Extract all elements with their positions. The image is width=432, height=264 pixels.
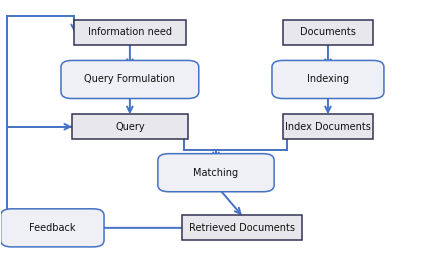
FancyBboxPatch shape	[283, 20, 373, 45]
Text: Information need: Information need	[88, 27, 172, 37]
FancyBboxPatch shape	[272, 60, 384, 98]
Text: Indexing: Indexing	[307, 74, 349, 84]
Text: Matching: Matching	[194, 168, 238, 178]
FancyBboxPatch shape	[283, 114, 373, 139]
FancyBboxPatch shape	[181, 215, 302, 240]
Text: Feedback: Feedback	[29, 223, 76, 233]
Text: Index Documents: Index Documents	[285, 122, 371, 132]
FancyBboxPatch shape	[158, 154, 274, 192]
Text: Retrieved Documents: Retrieved Documents	[189, 223, 295, 233]
FancyBboxPatch shape	[72, 114, 188, 139]
Text: Query Formulation: Query Formulation	[84, 74, 175, 84]
FancyBboxPatch shape	[74, 20, 186, 45]
Text: Query: Query	[115, 122, 145, 132]
FancyBboxPatch shape	[1, 209, 104, 247]
FancyBboxPatch shape	[61, 60, 199, 98]
Text: Documents: Documents	[300, 27, 356, 37]
